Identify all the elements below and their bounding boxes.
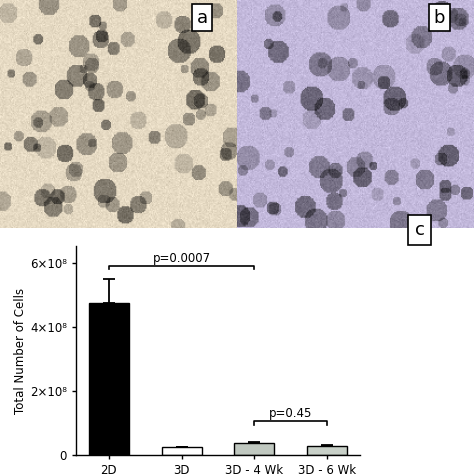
Bar <box>89 302 129 455</box>
Bar <box>307 446 347 455</box>
Text: a: a <box>197 9 208 27</box>
Text: b: b <box>434 9 445 27</box>
Text: c: c <box>415 221 424 239</box>
Text: p=0.45: p=0.45 <box>269 407 312 420</box>
Bar <box>162 447 201 455</box>
Text: p=0.0007: p=0.0007 <box>153 252 210 265</box>
Bar <box>235 443 274 455</box>
Y-axis label: Total Number of Cells: Total Number of Cells <box>14 288 27 414</box>
